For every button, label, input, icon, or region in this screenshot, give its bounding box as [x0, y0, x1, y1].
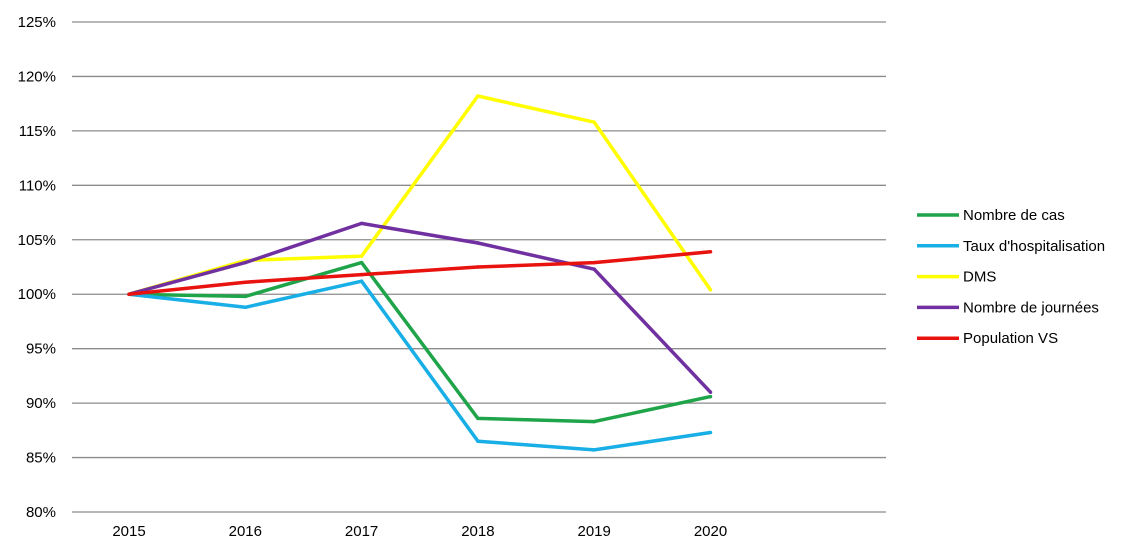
- legend-item: Population VS: [917, 330, 1058, 347]
- x-axis-tick-labels: 2015 2016 2017 2018 2019 2020: [112, 523, 727, 540]
- data-point: [476, 439, 480, 443]
- y-tick-label: 95%: [26, 341, 56, 358]
- data-point: [592, 419, 596, 424]
- data-point: [592, 260, 596, 265]
- series-nombre-de-journ-es: [127, 221, 713, 394]
- legend-label: DMS: [963, 269, 996, 286]
- x-tick-label: 2016: [229, 523, 262, 540]
- y-tick-label: 120%: [18, 68, 56, 85]
- y-axis-tick-labels: 80% 85% 90% 95% 100% 105% 110% 115% 120% 125%: [18, 14, 56, 521]
- data-point: [592, 448, 596, 452]
- x-tick-label: 2015: [112, 523, 145, 540]
- data-point: [476, 241, 480, 245]
- data-point: [708, 394, 713, 399]
- y-tick-label: 115%: [19, 123, 56, 140]
- data-point: [708, 288, 713, 292]
- legend: Nombre de cas Taux d'hospitalisation DMS No…: [917, 207, 1105, 347]
- series-population-vs: [127, 250, 713, 296]
- series-dms: [127, 94, 713, 296]
- data-point: [359, 221, 364, 226]
- data-point: [243, 260, 248, 265]
- data-point: [476, 94, 480, 98]
- data-point: [243, 280, 248, 284]
- legend-item: DMS: [917, 269, 996, 286]
- series-taux-d-hospitalisation: [127, 279, 713, 452]
- y-tick-label: 85%: [26, 450, 56, 467]
- data-point: [359, 254, 364, 258]
- legend-item: Nombre de cas: [917, 207, 1065, 224]
- legend-item: Nombre de journées: [917, 299, 1099, 316]
- data-point: [476, 265, 480, 269]
- legend-label: Nombre de journées: [963, 299, 1099, 316]
- data-point: [708, 390, 713, 394]
- data-point: [359, 272, 364, 277]
- legend-label: Taux d'hospitalisation: [963, 238, 1105, 255]
- y-tick-label: 125%: [18, 14, 56, 31]
- series-line: [128, 260, 711, 424]
- gridlines: [72, 21, 886, 513]
- y-tick-label: 100%: [18, 286, 56, 303]
- data-point: [708, 430, 713, 435]
- series-line: [128, 221, 712, 394]
- x-tick-label: 2017: [345, 523, 378, 540]
- series-line: [128, 94, 712, 296]
- legend-label: Nombre de cas: [963, 207, 1065, 224]
- data-point: [708, 250, 713, 254]
- data-point: [359, 260, 364, 265]
- y-tick-label: 105%: [18, 232, 56, 249]
- legend-item: Taux d'hospitalisation: [917, 238, 1105, 255]
- series-lines: [127, 94, 713, 452]
- data-point: [592, 120, 596, 124]
- x-tick-label: 2018: [461, 523, 494, 540]
- data-point: [127, 292, 131, 296]
- series-line: [128, 250, 711, 296]
- x-tick-label: 2020: [694, 523, 727, 540]
- data-point: [243, 294, 248, 299]
- y-tick-label: 110%: [19, 177, 56, 194]
- data-point: [243, 305, 248, 310]
- legend-label: Population VS: [963, 330, 1058, 347]
- series-line: [128, 279, 711, 452]
- data-point: [359, 279, 364, 283]
- data-point: [592, 267, 596, 271]
- y-tick-label: 80%: [26, 504, 56, 521]
- x-tick-label: 2019: [578, 523, 611, 540]
- data-point: [476, 416, 480, 421]
- y-tick-label: 90%: [26, 395, 56, 412]
